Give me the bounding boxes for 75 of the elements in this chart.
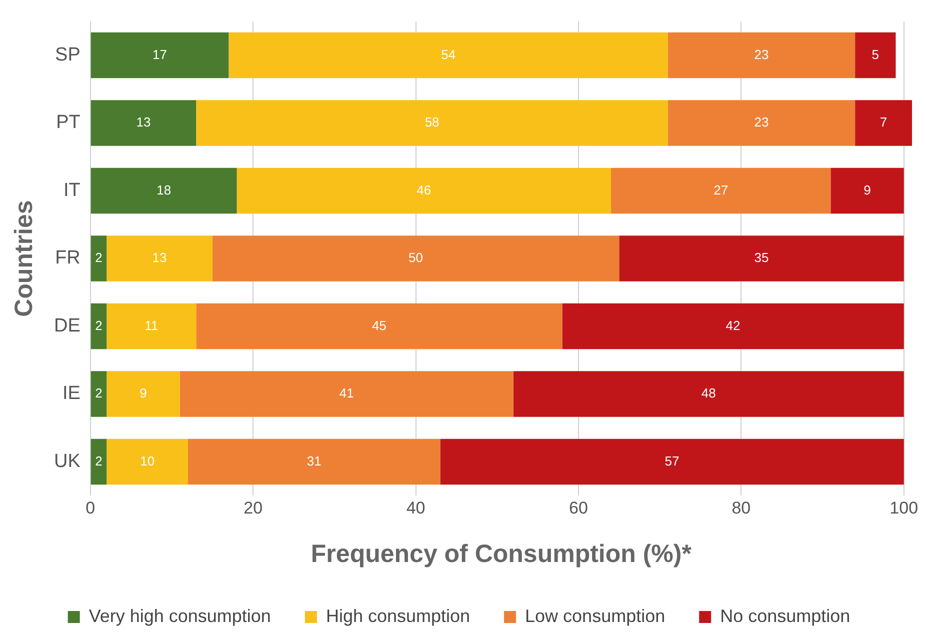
- data-label: 17: [152, 46, 168, 62]
- x-axis-title: Frequency of Consumption (%)*: [310, 540, 692, 568]
- bar: [106, 371, 180, 417]
- y-tick-label: IT: [64, 180, 81, 201]
- data-label: 58: [424, 114, 440, 130]
- data-label: 11: [144, 318, 158, 333]
- legend-label: High consumption: [326, 606, 470, 626]
- legend-label: No consumption: [720, 606, 850, 626]
- bar: [90, 438, 107, 485]
- data-label: 10: [140, 453, 155, 468]
- y-tick-label: UK: [54, 450, 81, 472]
- bar: [196, 303, 562, 350]
- y-tick-label: PT: [56, 112, 81, 134]
- bar: [180, 371, 514, 417]
- data-label: 41: [339, 386, 354, 401]
- x-tick-label: 80: [732, 498, 751, 518]
- data-label: 2: [95, 250, 102, 266]
- data-label: 9: [864, 182, 871, 198]
- data-label: 46: [416, 182, 432, 198]
- bar: [196, 100, 668, 146]
- x-tick-label: 100: [890, 498, 918, 518]
- data-label: 9: [140, 386, 147, 401]
- bar: [619, 236, 904, 282]
- bar: [90, 100, 196, 146]
- bar: [236, 168, 612, 214]
- data-label: 54: [441, 46, 456, 62]
- bar: [562, 303, 904, 350]
- data-label: 23: [754, 46, 769, 62]
- bar: [212, 236, 620, 282]
- data-label: 45: [372, 318, 386, 333]
- data-label: 35: [754, 250, 769, 266]
- bar: [228, 32, 668, 78]
- x-tick-label: 40: [406, 498, 426, 518]
- bar: [855, 100, 912, 146]
- bar: [90, 236, 107, 282]
- legend-label: Low consumption: [525, 606, 666, 626]
- bar: [513, 371, 904, 417]
- y-tick-label: SP: [55, 44, 80, 66]
- data-label: 5: [872, 46, 880, 62]
- bar: [611, 168, 831, 214]
- bar: [188, 438, 440, 485]
- data-label: 50: [408, 250, 424, 266]
- bar: [90, 32, 229, 78]
- y-axis-title: Countries: [10, 200, 38, 317]
- y-tick-label: FR: [55, 248, 80, 269]
- bar: [106, 303, 196, 350]
- x-tick-label: 60: [569, 498, 588, 518]
- y-tick-label: DE: [54, 315, 80, 336]
- bar: [830, 168, 904, 214]
- bar: [106, 438, 188, 485]
- data-label: 42: [726, 318, 740, 333]
- data-label: 18: [156, 182, 172, 198]
- bar: [668, 100, 856, 146]
- bar: [855, 32, 896, 78]
- data-label: 7: [880, 114, 888, 130]
- bar: [90, 168, 237, 214]
- data-label: 13: [136, 114, 151, 130]
- data-label: 2: [95, 318, 102, 333]
- data-label: 23: [754, 114, 769, 130]
- data-label: 2: [95, 386, 102, 401]
- data-label: 57: [664, 453, 680, 468]
- bar: [90, 303, 107, 350]
- data-label: 31: [306, 453, 322, 468]
- x-tick-label: 20: [244, 498, 263, 518]
- bar: [106, 236, 212, 282]
- data-label: 13: [152, 250, 167, 266]
- bar: [440, 438, 904, 485]
- bar: [668, 32, 856, 78]
- x-tick-label: 0: [86, 498, 96, 518]
- bar: [90, 371, 107, 417]
- data-label: 48: [701, 386, 716, 401]
- legend-label: Very high consumption: [88, 606, 271, 626]
- y-tick-label: IE: [62, 383, 80, 404]
- data-label: 27: [714, 182, 728, 198]
- data-label: 2: [95, 453, 102, 468]
